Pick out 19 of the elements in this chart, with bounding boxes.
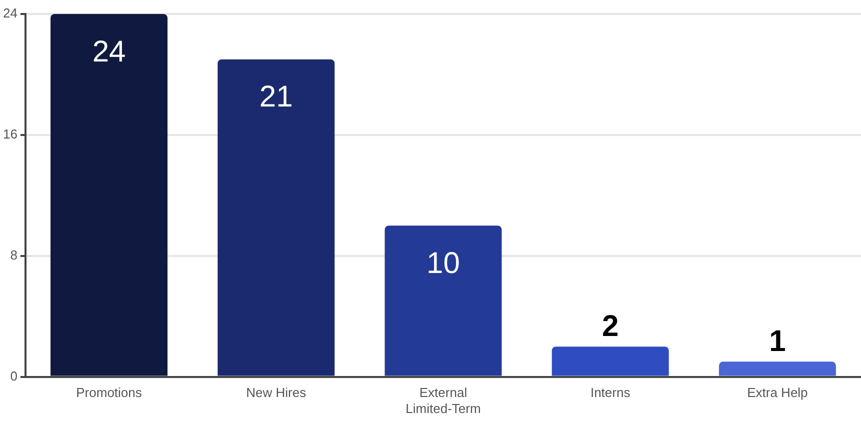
x-tick-label: Promotions bbox=[76, 385, 142, 400]
y-tick-label: 8 bbox=[10, 247, 18, 262]
bar bbox=[384, 226, 502, 376]
bar bbox=[218, 59, 335, 376]
x-tick-label: Interns bbox=[590, 385, 631, 400]
x-tick-label: Extra Help bbox=[747, 385, 808, 400]
y-tick-label: 16 bbox=[2, 126, 18, 142]
data-label: 24 bbox=[92, 35, 126, 68]
data-label: 2 bbox=[602, 310, 619, 343]
bar bbox=[50, 14, 168, 376]
y-tick-label: 0 bbox=[10, 368, 18, 384]
data-label: 10 bbox=[426, 246, 460, 280]
x-tick-label: External Limited-Term bbox=[406, 385, 481, 416]
data-label: 21 bbox=[259, 80, 293, 114]
x-tick-label: New Hires bbox=[246, 385, 307, 400]
y-tick-label: 24 bbox=[2, 6, 18, 21]
bar bbox=[552, 346, 669, 376]
bar bbox=[718, 362, 836, 376]
data-label: 1 bbox=[769, 324, 786, 358]
